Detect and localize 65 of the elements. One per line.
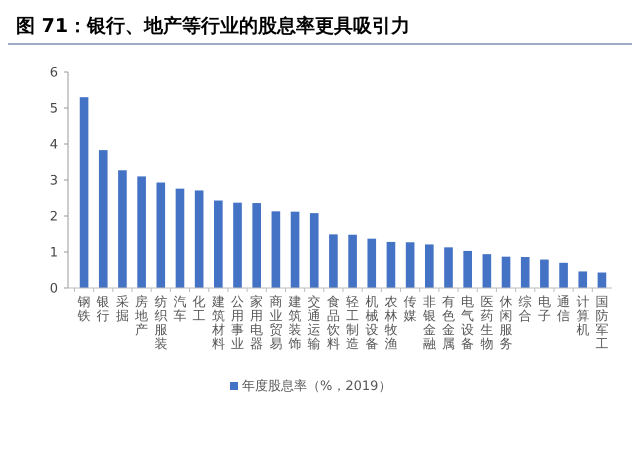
bar — [598, 272, 606, 288]
x-tick-label: 银行 — [96, 295, 110, 324]
x-tick-label: 化工 — [192, 295, 206, 324]
bar — [444, 247, 453, 288]
chart-title: 图 71：银行、地产等行业的股息率更具吸引力 — [16, 15, 410, 37]
x-tick-label: 采掘 — [116, 295, 129, 324]
x-tick-label: 家用电器 — [250, 294, 264, 352]
x-tick-label: 非银金融 — [422, 295, 436, 352]
x-tick-label: 国防军工 — [595, 295, 608, 352]
y-tick-label: 2 — [50, 210, 58, 225]
bar — [137, 176, 146, 288]
x-tick-label: 通信 — [557, 295, 570, 324]
x-tick-label: 纺织服装 — [154, 295, 168, 352]
x-tick-label: 农林牧渔 — [383, 295, 398, 352]
y-tick-label: 6 — [50, 66, 58, 81]
legend-label: 年度股息率（%，2019） — [242, 378, 392, 394]
bar — [348, 234, 357, 288]
x-tick-label: 电气设备 — [461, 295, 474, 352]
y-tick-label: 0 — [50, 282, 58, 297]
bar — [214, 200, 223, 288]
y-tick-label: 1 — [50, 246, 58, 261]
bar — [424, 244, 434, 288]
bar — [252, 203, 262, 288]
x-tick-label: 有色金属 — [442, 295, 455, 352]
x-tick-label: 商业贸易 — [269, 295, 282, 352]
bar — [156, 182, 166, 288]
x-tick-label: 食品饮料 — [326, 295, 340, 352]
x-tick-label: 建筑材料 — [210, 295, 225, 352]
x-tick-label: 建筑装饰 — [288, 295, 302, 352]
x-tick-label: 综合 — [518, 295, 532, 324]
bar — [98, 150, 108, 288]
y-tick-label: 4 — [50, 138, 58, 153]
bar — [386, 242, 396, 288]
x-tick-label: 公用事业 — [231, 295, 244, 352]
bar — [463, 250, 472, 288]
bar — [520, 257, 530, 288]
bar — [118, 170, 127, 288]
x-tick-label: 医药生物 — [480, 295, 494, 352]
x-tick-label: 电子 — [538, 295, 551, 324]
x-tick-label: 机械设备 — [365, 295, 378, 352]
bar — [310, 213, 319, 288]
x-tick-label: 计算机 — [576, 295, 590, 338]
x-tick-label: 休闲服务 — [500, 295, 513, 352]
bar — [290, 212, 300, 288]
y-tick-label: 3 — [50, 174, 58, 189]
bar — [540, 260, 549, 288]
x-tick-label: 汽车 — [173, 295, 186, 324]
bar — [176, 188, 184, 288]
bar — [367, 238, 376, 288]
bar — [233, 202, 242, 288]
bar — [80, 97, 88, 288]
bar — [482, 254, 492, 288]
bar — [502, 256, 510, 288]
y-tick-label: 5 — [50, 102, 58, 117]
x-tick-label: 钢铁 — [76, 295, 91, 324]
bar — [559, 262, 568, 288]
x-tick-label: 交通运输 — [308, 294, 321, 352]
bar — [578, 271, 588, 288]
bar — [329, 234, 338, 288]
x-tick-label: 轻工制造 — [346, 295, 360, 352]
bar — [406, 242, 414, 288]
bar — [272, 211, 280, 288]
x-tick-label: 房地产 — [134, 294, 148, 338]
bar — [194, 190, 204, 288]
x-tick-label: 传媒 — [404, 295, 417, 324]
